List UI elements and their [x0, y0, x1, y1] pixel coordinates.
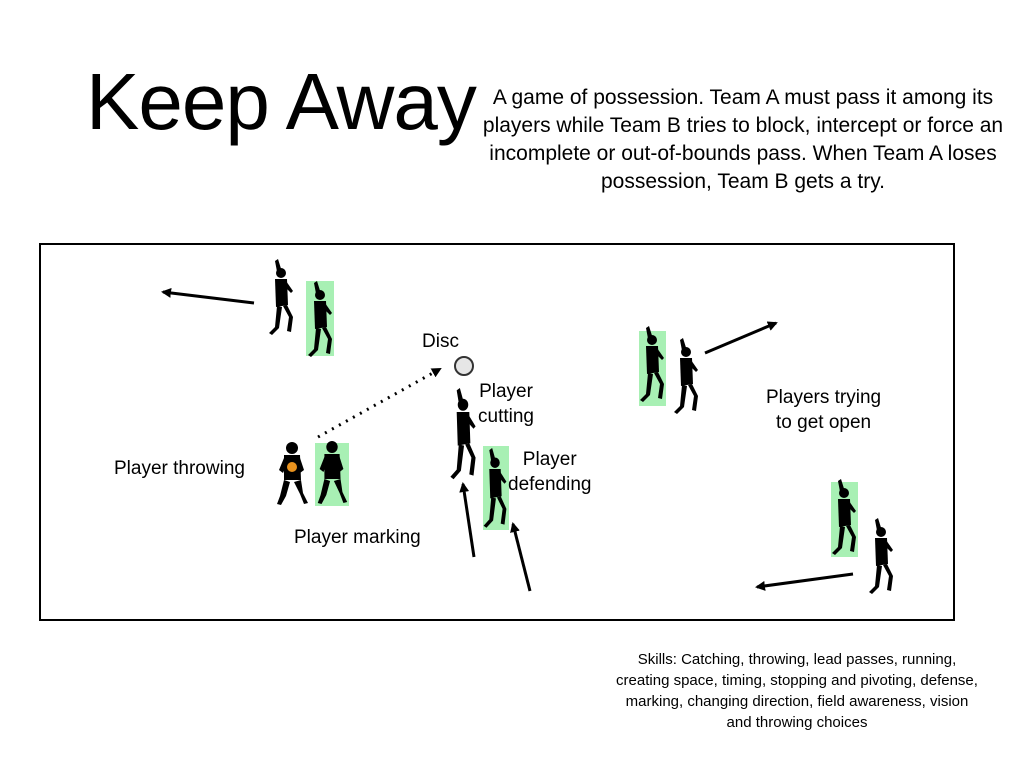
- disc-label: Disc: [422, 331, 459, 352]
- player-defending-label-line-2: defending: [508, 474, 592, 495]
- playing-field: [39, 243, 955, 621]
- cut-arrow-cutter: [459, 482, 476, 558]
- player-throwing-label: Player throwing: [114, 458, 245, 479]
- player-defending-label: Player defending: [508, 447, 591, 497]
- pass-path-arrow: [317, 367, 442, 439]
- held-disc-icon: [287, 462, 297, 472]
- slide-title: Keep Away: [86, 57, 477, 146]
- player-cutting-label: Player cutting: [478, 379, 534, 429]
- player-marking-label: Player marking: [294, 527, 421, 548]
- player-cutting-icon: [450, 388, 476, 480]
- players-open-label-line-1: Players trying: [766, 387, 882, 408]
- skills-text: Skills: Catching, throwing, lead passes,…: [616, 651, 978, 731]
- player-cutter-bottom-right-icon: [869, 518, 893, 594]
- players-open-label: Players trying to get open: [766, 385, 881, 435]
- game-description: A game of possession. Team A must pass i…: [482, 86, 1004, 193]
- player-cutter-right-icon: [674, 338, 698, 414]
- player-cutting-label-line-1: Player: [479, 381, 533, 402]
- cut-arrow-bottom-right: [755, 572, 854, 591]
- players-open-label-line-2: to get open: [776, 412, 872, 433]
- player-cutting-label-line-2: cutting: [478, 406, 534, 427]
- cut-arrow-defender: [510, 522, 532, 592]
- player-throwing-icon: [277, 442, 308, 505]
- cut-arrow-top-left: [161, 287, 255, 305]
- cut-arrow-right: [704, 321, 778, 355]
- player-defending-label-line-1: Player: [522, 449, 577, 470]
- disc-icon: [454, 356, 474, 376]
- player-cutter-top-left-icon: [269, 259, 293, 335]
